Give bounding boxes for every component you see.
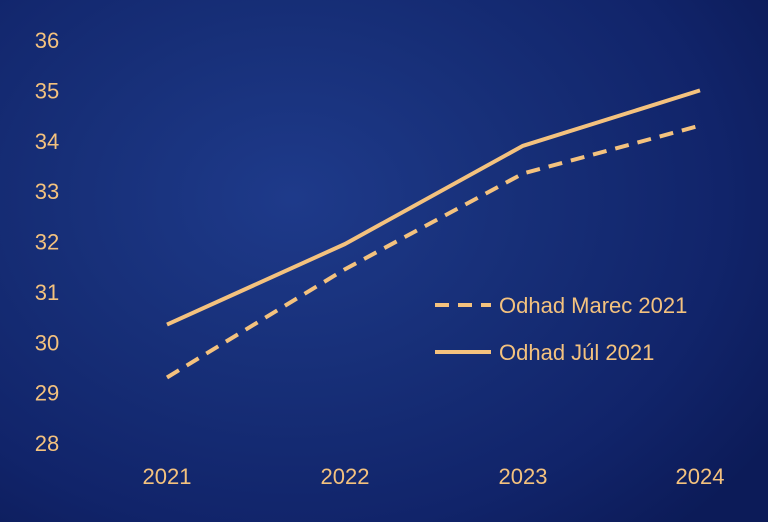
y-tick-label: 31: [35, 280, 59, 305]
legend-label: Odhad Júl 2021: [499, 340, 654, 365]
series-line-marec-2021: [165, 123, 701, 380]
y-tick-label: 34: [35, 129, 59, 154]
x-tick-label: 2023: [499, 464, 548, 489]
y-tick-label: 30: [35, 330, 59, 355]
y-tick-label: 29: [35, 381, 59, 406]
y-tick-label: 33: [35, 179, 59, 204]
legend: Odhad Marec 2021 Odhad Júl 2021: [435, 293, 687, 365]
x-tick-label: 2022: [321, 464, 370, 489]
x-tick-label: 2021: [143, 464, 192, 489]
series-layer: [165, 88, 701, 380]
legend-label: Odhad Marec 2021: [499, 293, 687, 318]
y-tick-label: 36: [35, 28, 59, 53]
y-tick-label: 35: [35, 78, 59, 103]
x-axis: 2021 2022 2023 2024: [143, 464, 725, 489]
y-axis: 28 29 30 31 32 33 34 35 36: [35, 28, 59, 456]
series-line-jul-2021: [166, 88, 701, 327]
y-tick-label: 28: [35, 431, 59, 456]
x-tick-label: 2024: [676, 464, 725, 489]
y-tick-label: 32: [35, 230, 59, 255]
